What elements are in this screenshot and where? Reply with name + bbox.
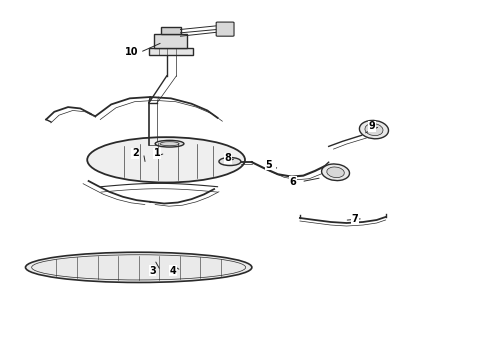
Text: 2: 2	[132, 148, 139, 158]
Text: 9: 9	[368, 121, 375, 131]
Ellipse shape	[25, 252, 252, 283]
Ellipse shape	[155, 140, 184, 147]
Ellipse shape	[321, 164, 349, 181]
FancyBboxPatch shape	[216, 22, 234, 36]
Text: 7: 7	[351, 213, 358, 224]
Ellipse shape	[359, 120, 389, 139]
Bar	[154, 34, 187, 48]
Bar	[161, 27, 180, 34]
Text: 5: 5	[266, 160, 272, 170]
Bar	[149, 48, 193, 55]
Ellipse shape	[87, 137, 245, 183]
Text: 3: 3	[149, 266, 156, 276]
Ellipse shape	[160, 142, 179, 146]
Ellipse shape	[365, 123, 383, 136]
Ellipse shape	[327, 167, 344, 177]
Text: 6: 6	[290, 177, 296, 187]
Text: 10: 10	[125, 47, 139, 57]
Text: 8: 8	[224, 153, 231, 163]
Text: 4: 4	[170, 266, 176, 276]
Ellipse shape	[219, 157, 241, 166]
Text: 1: 1	[154, 148, 161, 158]
